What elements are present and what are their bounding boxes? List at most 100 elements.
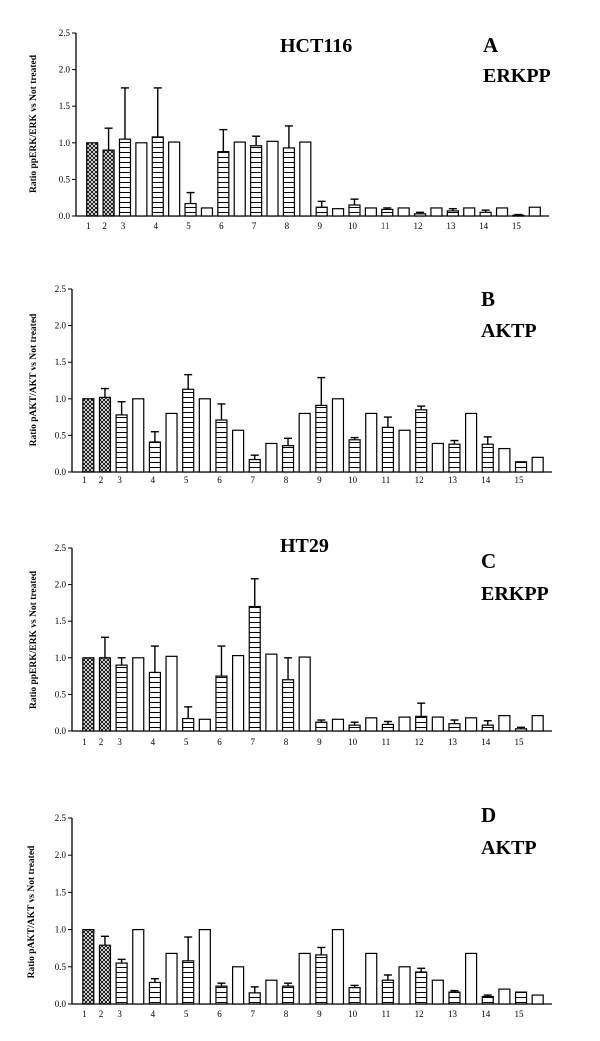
bar-group-14-hlines	[481, 443, 494, 473]
bar-group-13-open	[465, 952, 478, 1005]
bar-group-12-hlines	[413, 213, 427, 217]
y-tick-label: 2.0	[55, 580, 67, 590]
bar-group-7-hlines	[248, 992, 261, 1005]
y-tick-label: 1.0	[59, 138, 71, 148]
bar-group-6-hlines	[217, 150, 230, 217]
y-tick-label: 0.0	[55, 999, 67, 1009]
bar-group-7-hlines	[250, 145, 263, 217]
bar-group-4-hlines	[151, 136, 164, 217]
panel-c: HT29 C ERKPP Ratio ppERK/ERK vs Not trea…	[29, 535, 552, 747]
y-tick-label: 2.0	[59, 65, 71, 75]
x-category-label: 13	[448, 737, 458, 747]
bar-group-11-hlines	[381, 426, 394, 473]
x-category-label: 4	[151, 737, 156, 747]
panel-d-label: D	[481, 803, 496, 827]
bar-group-5-open	[198, 718, 211, 732]
y-tick-label: 1.0	[55, 394, 67, 404]
panel-d: D AKTP Ratio pAKT/AKT vs Not treated 0.0…	[27, 803, 552, 1019]
x-category-label: 2	[99, 1009, 104, 1019]
bar-group-11-open	[398, 429, 411, 473]
x-category-label: 12	[415, 1009, 424, 1019]
bar-group-4-open	[165, 412, 178, 473]
bar-group-7-open	[265, 979, 278, 1005]
bar-group-8-open	[298, 952, 311, 1005]
bar-group-4-open	[168, 141, 181, 217]
x-category-label: 6	[217, 475, 222, 485]
bar-group-13-open	[465, 412, 478, 473]
x-category-label: 7	[251, 1009, 256, 1019]
x-category-label: 8	[285, 221, 290, 231]
panel-c-subtitle: ERKPP	[481, 583, 549, 605]
bar-group-5-hlines	[182, 388, 195, 473]
y-tick-label: 1.5	[59, 101, 71, 111]
x-category-label: 5	[184, 737, 189, 747]
y-tick-label: 1.0	[55, 653, 67, 663]
x-category-label: 6	[217, 737, 222, 747]
bar-group-6-open	[232, 966, 245, 1005]
x-category-label: 15	[515, 475, 525, 485]
x-category-label: 11	[382, 475, 391, 485]
bar-group-12-open	[431, 979, 444, 1005]
bar-group-15-hlines	[514, 461, 528, 473]
panel-a-label: A	[483, 33, 499, 57]
bar-group-9-hlines	[315, 206, 328, 217]
bar-group-10-open	[365, 952, 378, 1005]
panel-a-plot: 0.00.51.01.52.02.51 2 3 4 5 6 7 8 9 10 11 12 13 14 15	[59, 28, 549, 231]
x-category-label: 1	[82, 737, 87, 747]
y-tick-label: 0.5	[55, 962, 67, 972]
y-tick-label: 1.5	[55, 616, 67, 626]
bar-group-7-open	[265, 653, 278, 732]
bar-group-3-hlines	[115, 414, 128, 473]
bar-group-14-hlines	[479, 211, 492, 217]
bar-group-6-hlines	[215, 985, 228, 1005]
y-tick-label: 2.0	[55, 850, 67, 860]
y-tick-label: 2.5	[55, 543, 67, 553]
panel-a-title: HCT116	[280, 35, 352, 57]
bar-group-14-open	[495, 207, 509, 217]
x-category-label: 7	[252, 221, 257, 231]
bar-group-3-open	[135, 142, 148, 217]
x-category-label: 15	[512, 221, 522, 231]
bar-group-15-hlines	[514, 728, 528, 732]
panel-a-ylabel: Ratio ppERK/ERK vs Not treated	[29, 54, 39, 193]
bar-group-10-open	[365, 412, 378, 473]
bar-group-13-open	[465, 717, 478, 732]
panel-c-label: C	[481, 549, 496, 573]
x-category-label: 1	[82, 1009, 87, 1019]
x-category-label: 8	[284, 737, 289, 747]
y-tick-label: 0.5	[59, 174, 71, 184]
x-category-label: 7	[251, 737, 256, 747]
bar-group-4-open	[165, 952, 178, 1005]
x-category-label: 4	[151, 475, 156, 485]
y-tick-label: 0.0	[55, 467, 67, 477]
x-category-label: 10	[348, 475, 358, 485]
bar-group-11-hlines	[381, 723, 394, 732]
x-category-label: 3	[117, 1009, 122, 1019]
bar-group-7-hlines	[248, 458, 261, 473]
y-tick-label: 2.5	[59, 28, 71, 38]
bar-group-9-hlines	[315, 954, 328, 1005]
panel-c-plot: 0.00.51.01.52.02.51 2 3 4 5 6 7 8 9 10 11 12 13 14 15	[55, 543, 552, 747]
bar-group-10-open	[364, 207, 377, 217]
panel-d-plot: 0.00.51.01.52.02.51 2 3 4 5 6 7 8 9 10 11 12 13 14 15	[55, 813, 552, 1019]
bar-group-9-open	[331, 208, 345, 217]
bar-group-8-open	[298, 656, 311, 732]
x-category-label: 3	[117, 737, 122, 747]
bar-group-7-open	[266, 140, 279, 217]
bar-group-1-cross	[82, 398, 95, 473]
x-category-label: 10	[348, 1009, 358, 1019]
x-category-label: 15	[515, 737, 525, 747]
bar-group-15-open	[528, 206, 541, 217]
bar-group-10-hlines	[348, 439, 361, 473]
bar-group-12-open	[431, 442, 444, 473]
bar-group-3-hlines	[118, 138, 132, 217]
y-tick-label: 1.0	[55, 925, 67, 935]
x-category-label: 6	[217, 1009, 222, 1019]
bar-group-3-open	[132, 657, 145, 732]
x-category-label: 3	[117, 475, 122, 485]
bar-group-11-hlines	[381, 979, 394, 1005]
bar-group-4-hlines	[148, 671, 161, 732]
x-category-label: 1	[82, 475, 87, 485]
bar-group-2-cross	[98, 944, 112, 1005]
